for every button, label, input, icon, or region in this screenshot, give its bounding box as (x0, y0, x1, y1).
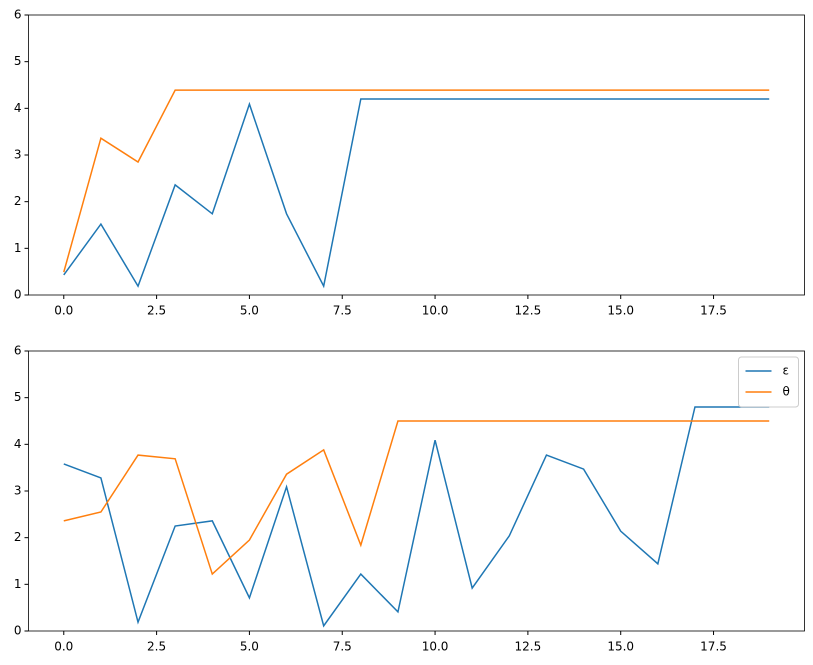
x-tick-label: 5.0 (240, 640, 259, 654)
x-tick-label: 0.0 (54, 304, 73, 318)
x-tick-label: 2.5 (147, 640, 166, 654)
y-tick-label: 2 (14, 194, 22, 208)
x-tick-label: 12.5 (515, 640, 542, 654)
y-tick-label: 6 (14, 344, 22, 358)
y-tick-label: 2 (14, 530, 22, 544)
y-tick-label: 5 (14, 54, 22, 68)
x-tick-label: 10.0 (422, 640, 449, 654)
y-tick-label: 3 (14, 148, 22, 162)
y-tick-label: 4 (14, 101, 22, 115)
x-tick-label: 7.5 (333, 640, 352, 654)
x-tick-label: 17.5 (700, 304, 727, 318)
legend-box (738, 356, 799, 408)
x-tick-label: 10.0 (422, 304, 449, 318)
x-tick-label: 15.0 (607, 640, 634, 654)
x-tick-label: 5.0 (240, 304, 259, 318)
axes-frame (28, 14, 805, 296)
line-series (63, 420, 770, 576)
axes-frame (28, 350, 805, 632)
y-tick-label: 5 (14, 390, 22, 404)
x-tick-label: 17.5 (700, 640, 727, 654)
legend-label: θ (783, 385, 790, 399)
y-tick-label: 1 (14, 577, 22, 591)
x-tick-label: 12.5 (515, 304, 542, 318)
x-tick-label: 2.5 (147, 304, 166, 318)
line-series (63, 98, 770, 289)
line-series (63, 89, 770, 273)
y-tick-label: 1 (14, 241, 22, 255)
legend-label: ε (783, 364, 790, 378)
y-tick-label: 4 (14, 437, 22, 451)
y-tick-label: 6 (14, 8, 22, 22)
y-tick-label: 0 (14, 624, 22, 638)
y-tick-label: 3 (14, 484, 22, 498)
y-tick-label: 0 (14, 288, 22, 302)
x-tick-label: 0.0 (54, 640, 73, 654)
x-tick-label: 15.0 (607, 304, 634, 318)
line-series (63, 406, 770, 628)
x-tick-label: 7.5 (333, 304, 352, 318)
